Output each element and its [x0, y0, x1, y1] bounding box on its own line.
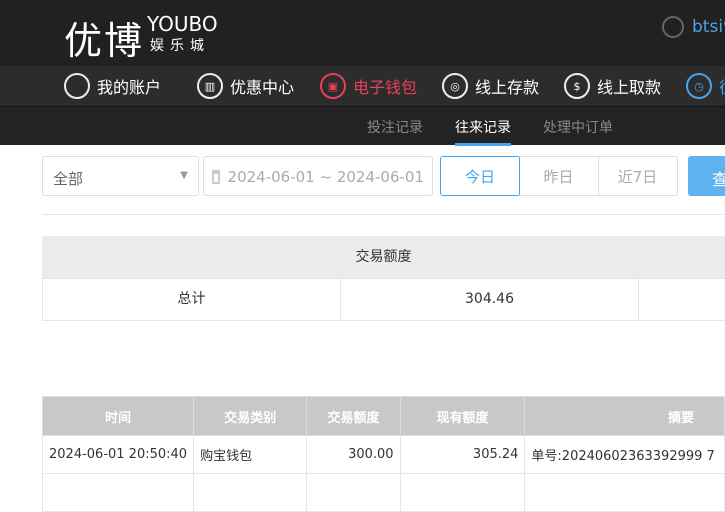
col-type: 交易类别 — [193, 396, 308, 436]
nav-label: 优惠中心 — [230, 78, 295, 97]
logo-en: YOUBO — [147, 12, 218, 36]
calendar-icon — [212, 170, 220, 184]
username: btsi9 — [692, 17, 725, 37]
nav-label: 线上存款 — [475, 78, 540, 97]
top-header: 优博 YOUBO 娱乐城 btsi9 — [0, 0, 725, 66]
user-icon — [662, 16, 684, 38]
logo-sub: 娱乐城 — [150, 38, 210, 54]
table-row: 2024-06-01 20:50:40 购宝钱包 300.00 305.24 单… — [41, 435, 725, 474]
wallet-icon: ▣ — [320, 73, 346, 99]
nav-label: 电子钱包 — [353, 78, 418, 97]
caret-down-icon: ▼ — [180, 170, 188, 181]
withdraw-icon: $ — [564, 73, 590, 99]
table-header-row: 时间 交易类别 交易额度 现有额度 摘要 — [41, 396, 725, 436]
cell-balance: 305.24 — [399, 435, 526, 474]
sub-nav: 投注记录 往来记录 处理中订单 — [0, 107, 725, 146]
cell-time: 2024-06-01 20:50:40 — [41, 435, 195, 474]
col-summary: 摘要 — [524, 396, 725, 436]
divider — [42, 214, 725, 215]
summary-header: 交易额度 — [42, 236, 725, 278]
nav-label: 往 — [719, 74, 725, 98]
col-balance: 现有额度 — [399, 396, 526, 436]
logo-cn: 优博 — [64, 19, 145, 63]
main-nav: 我的账户 ▥优惠中心 ▣电子钱包 ◎线上存款 $线上取款 ◷往 — [0, 66, 725, 107]
records-icon: ◷ — [686, 73, 712, 99]
date-range-input[interactable]: 2024-06-01 ~ 2024-06-01 — [203, 156, 433, 196]
query-button[interactable]: 查询 — [688, 156, 725, 196]
date-range-value: 2024-06-01 ~ 2024-06-01 — [227, 168, 424, 186]
user-icon — [64, 73, 90, 99]
summary-value: 304.46 — [340, 278, 639, 321]
yesterday-button[interactable]: 昨日 — [519, 156, 599, 196]
nav-e-wallet[interactable]: ▣ 电子钱包 — [320, 73, 417, 99]
summary-label: 总计 — [42, 278, 341, 321]
type-select[interactable]: 全部 ▼ — [42, 156, 199, 196]
today-button[interactable]: 今日 — [440, 156, 520, 196]
deposit-icon: ◎ — [442, 73, 468, 99]
nav-promotions[interactable]: ▥ 优惠中心 — [197, 73, 294, 99]
col-amount: 交易额度 — [306, 396, 401, 436]
tab-transaction-records[interactable]: 往来记录 — [455, 117, 511, 146]
nav-label: 我的账户 — [97, 78, 162, 97]
type-value: 全部 — [53, 170, 84, 188]
col-time: 时间 — [41, 396, 195, 436]
user-menu[interactable]: btsi9 — [662, 16, 725, 38]
gift-icon: ▥ — [197, 73, 223, 99]
cell-summary: 单号:20240602363392999 7 — [524, 435, 725, 474]
nav-deposit[interactable]: ◎ 线上存款 — [442, 73, 539, 99]
tab-bet-records[interactable]: 投注记录 — [367, 120, 423, 136]
tab-pending-orders[interactable]: 处理中订单 — [543, 120, 613, 136]
last7-button[interactable]: 近7日 — [598, 156, 678, 196]
cell-type: 购宝钱包 — [193, 435, 308, 474]
nav-my-account[interactable]: 我的账户 — [64, 73, 161, 99]
nav-withdraw[interactable]: $ 线上取款 — [564, 73, 661, 99]
nav-label: 线上取款 — [597, 78, 662, 97]
nav-records[interactable]: ◷往 — [686, 73, 725, 99]
table-row — [41, 473, 725, 512]
transactions-table: 时间 交易类别 交易额度 现有额度 摘要 2024-06-01 20:50:40… — [41, 396, 725, 512]
cell-amount: 300.00 — [306, 435, 401, 474]
summary-empty — [638, 278, 725, 321]
